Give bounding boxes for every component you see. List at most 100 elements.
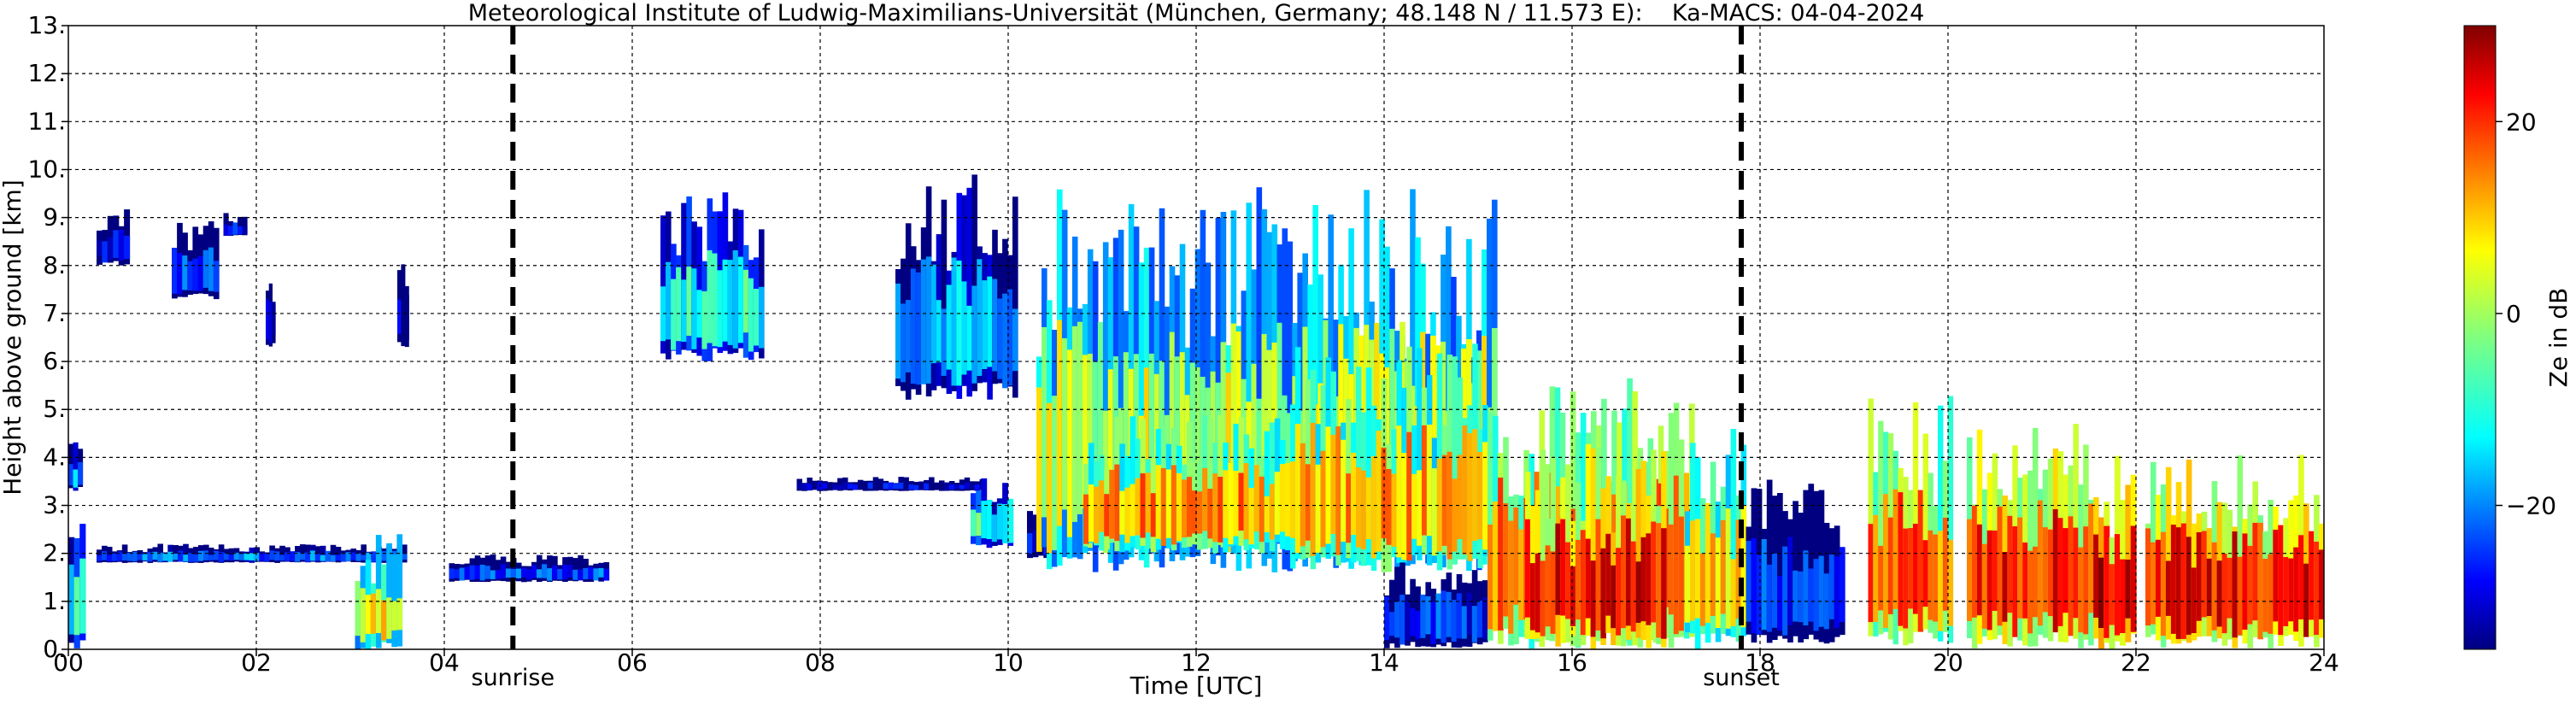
echo-core <box>2022 543 2028 619</box>
echo-core <box>686 267 692 336</box>
echo-core <box>1898 492 1904 626</box>
echo-fringe <box>1590 448 1597 649</box>
echo-core <box>915 272 922 385</box>
echo-core <box>213 261 220 292</box>
echo-core <box>948 484 955 490</box>
echo-core <box>562 565 568 580</box>
radar-echo <box>68 442 84 491</box>
echo-core <box>238 554 245 560</box>
echo-core <box>848 484 854 489</box>
echo-core <box>1756 554 1763 636</box>
echo-core <box>753 289 760 346</box>
echo-core <box>956 261 963 386</box>
echo-core <box>1803 550 1810 625</box>
echo-core <box>2109 564 2115 625</box>
echo-core <box>852 484 859 490</box>
echo-core <box>666 261 672 340</box>
echo-core <box>901 303 907 383</box>
echo-core <box>2088 503 2094 613</box>
echo-core <box>552 566 558 579</box>
echo-fringe <box>330 544 337 562</box>
echo-core <box>2232 531 2239 638</box>
echo-core <box>837 484 843 490</box>
gridlines <box>68 26 2324 649</box>
echo-core <box>2012 526 2018 637</box>
echo-core <box>79 558 86 634</box>
y-tick-label: 13. <box>27 11 66 39</box>
echo-core <box>910 268 917 384</box>
echo-fringe <box>1256 187 1263 542</box>
echo-core <box>479 565 486 581</box>
echo-core <box>877 484 884 490</box>
echo-core <box>228 226 234 236</box>
echo-core <box>111 553 118 561</box>
echo-core <box>1294 424 1301 554</box>
echo-core <box>982 280 988 369</box>
chart-title: Meteorological Institute of Ludwig-Maxim… <box>468 0 1925 26</box>
echo-core <box>1077 321 1083 514</box>
echo-core <box>274 551 280 561</box>
echo-core <box>1461 606 1468 639</box>
echo-core <box>542 564 548 578</box>
echo-fringe <box>173 545 179 562</box>
x-tick-label: 20 <box>1933 648 1963 677</box>
echo-core <box>202 249 209 288</box>
echo-core <box>295 552 301 562</box>
echo-core <box>1243 463 1250 540</box>
echo-core <box>345 552 352 561</box>
echo-core <box>1751 538 1757 634</box>
echo-core <box>872 483 879 490</box>
echo-core <box>537 569 543 578</box>
echo-core <box>991 514 998 543</box>
echo-core <box>1466 592 1473 635</box>
echo-core <box>1346 473 1352 543</box>
echo-core <box>1422 425 1428 536</box>
echo-fringe <box>1417 348 1423 560</box>
echo-core <box>1545 545 1552 627</box>
echo-core <box>1928 530 1933 620</box>
radar-echo <box>2145 455 2324 648</box>
echo-core <box>404 295 409 340</box>
echo-core <box>397 299 402 334</box>
echo-core <box>1104 494 1110 537</box>
colorbar-tick-label: −20 <box>2506 492 2556 520</box>
echo-fringe <box>1246 202 1253 569</box>
echo-core <box>681 279 687 342</box>
echo-core <box>464 566 471 579</box>
echo-core <box>1720 519 1727 614</box>
marker-sunrise-label: sunrise <box>472 665 555 691</box>
echo-core <box>1012 308 1018 372</box>
echo-core <box>1202 467 1208 531</box>
echo-core <box>1264 496 1270 532</box>
echo-core <box>1384 596 1390 640</box>
echo-core <box>182 255 188 290</box>
echo-fringe <box>1012 197 1018 398</box>
echo-core <box>218 552 225 562</box>
echo-fringe <box>837 478 843 491</box>
echo-core <box>578 569 584 581</box>
echo-fringe <box>73 442 79 491</box>
echo-core <box>1746 541 1752 622</box>
echo-core <box>588 566 594 579</box>
echo-core <box>325 550 332 562</box>
echo-core <box>969 484 976 490</box>
echo-core <box>118 230 125 261</box>
echo-fringe <box>1365 367 1372 566</box>
echo-core <box>1396 425 1402 558</box>
echo-core <box>2042 527 2049 613</box>
echo-core <box>1107 369 1114 513</box>
echo-core <box>505 568 512 578</box>
echo-core <box>355 581 361 637</box>
echo-core <box>314 554 321 561</box>
echo-core <box>1651 521 1657 623</box>
echo-fringe <box>1540 449 1546 637</box>
echo-core <box>893 484 899 490</box>
echo-fringe <box>1207 417 1213 549</box>
echo-core <box>701 290 707 349</box>
echo-core <box>1868 524 1874 623</box>
echo-core <box>1488 525 1493 630</box>
y-axis-ticks: 0. 1. 2. 3. 4. 5. 6. 7. 8. 9. 10. 11. 12. 13. <box>27 11 68 663</box>
echo-core <box>1123 352 1130 544</box>
echo-core <box>1430 335 1436 510</box>
